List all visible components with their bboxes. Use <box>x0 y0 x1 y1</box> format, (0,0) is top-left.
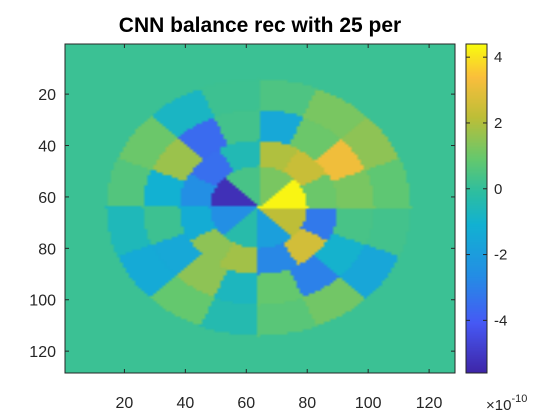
colorbar-frame <box>465 43 488 374</box>
colorbar-tick-label: -4 <box>494 312 507 329</box>
colorbar-ticks: 4 2 0 -2 -4 <box>466 49 507 329</box>
colorbar-exponent: ×10-10 <box>486 393 527 414</box>
heatmap-plot-area <box>64 43 456 374</box>
x-tick-label: 80 <box>298 395 316 412</box>
colorbar-tick-label: -2 <box>494 247 507 264</box>
colorbar-exponent-power: -10 <box>511 393 527 405</box>
chart-title: CNN balance rec with 25 per <box>119 14 401 37</box>
colorbar-tick-label: 0 <box>494 181 502 198</box>
y-tick-label: 120 <box>29 344 56 361</box>
x-tick-label: 20 <box>116 395 134 412</box>
y-tick-label: 20 <box>38 87 56 104</box>
colorbar-tick-label: 4 <box>494 49 502 66</box>
heatmap-image <box>65 44 455 373</box>
x-tick-label: 100 <box>355 395 382 412</box>
y-axis: 20 40 60 80 100 120 <box>29 87 455 361</box>
x-tick-label: 60 <box>237 395 255 412</box>
colorbar: 4 2 0 -2 -4 ×10-10 <box>465 43 527 414</box>
y-tick-label: 80 <box>38 241 56 258</box>
x-tick-label: 120 <box>416 395 443 412</box>
x-axis: 20 40 60 80 100 120 <box>116 44 443 412</box>
x-tick-label: 40 <box>176 395 194 412</box>
plot-frame <box>64 43 456 374</box>
colorbar-tick-label: 2 <box>494 115 502 132</box>
colorbar-gradient <box>466 44 487 373</box>
y-tick-label: 40 <box>38 139 56 156</box>
y-tick-label: 60 <box>38 190 56 207</box>
colorbar-exponent-base: ×10 <box>486 397 511 414</box>
y-tick-label: 100 <box>29 293 56 310</box>
